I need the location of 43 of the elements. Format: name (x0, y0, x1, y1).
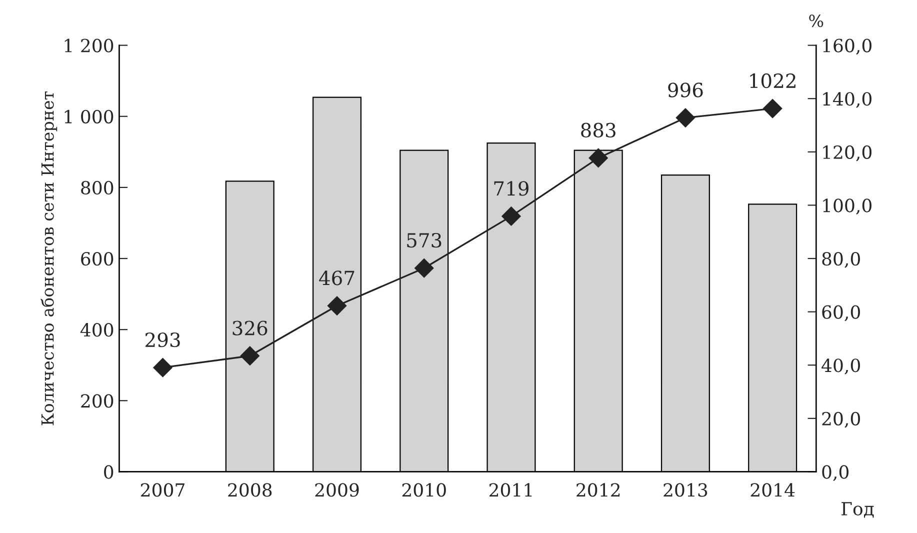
point (676, 108, 695, 128)
y-tick-label: 200 (81, 394, 114, 408)
data-label: 1022 (750, 73, 796, 88)
y2-tick-label: 80,0 (822, 252, 860, 268)
x-tick-label: 2009 (315, 483, 359, 497)
x-tick-label: 2007 (141, 483, 184, 497)
data-label: 573 (407, 232, 442, 248)
data-label: 293 (146, 332, 180, 348)
y2-tick-label: 140,0 (823, 92, 872, 108)
data-label: 326 (232, 320, 268, 336)
x-tick-label: 2010 (402, 483, 446, 497)
y2-tick-label: 160,0 (823, 38, 872, 55)
x-tick-label: 2013 (664, 483, 708, 497)
y2-tick-label: 20,0 (822, 412, 860, 428)
y2-tick-label: 60,0 (822, 305, 860, 322)
data-label: 996 (668, 82, 703, 98)
data-label: 883 (581, 122, 616, 138)
data-label: 467 (319, 270, 354, 286)
point (502, 206, 521, 226)
y2-tick-label: 120,0 (823, 145, 872, 162)
y2-tick-label: 40,0 (822, 358, 860, 374)
data-label: 719 (494, 181, 528, 196)
y2-tick-label: 100,0 (823, 198, 872, 215)
y-axis-title: Количество абонентов сети Интернет (40, 92, 58, 426)
y-tick-label: 1 000 (64, 110, 114, 124)
point (327, 296, 347, 316)
x-tick-label: 2008 (228, 483, 272, 497)
y-tick-label: 600 (81, 252, 114, 266)
x-axis-title: Год (842, 502, 874, 518)
y-tick-label: 0 (104, 465, 114, 479)
x-tick-label: 2014 (750, 483, 795, 497)
point (588, 148, 608, 168)
y2-tick-label: 0,0 (822, 465, 849, 482)
y-tick-label: 800 (81, 180, 114, 195)
x-tick-label: 2012 (576, 483, 620, 497)
point (763, 99, 782, 118)
point (240, 346, 260, 366)
y-tick-label: 400 (80, 323, 114, 337)
point (414, 258, 434, 278)
x-tick-label: 2011 (489, 483, 532, 497)
point (153, 358, 172, 378)
y2-axis-title: % (809, 14, 824, 28)
y-tick-label: 1 200 (64, 38, 114, 52)
